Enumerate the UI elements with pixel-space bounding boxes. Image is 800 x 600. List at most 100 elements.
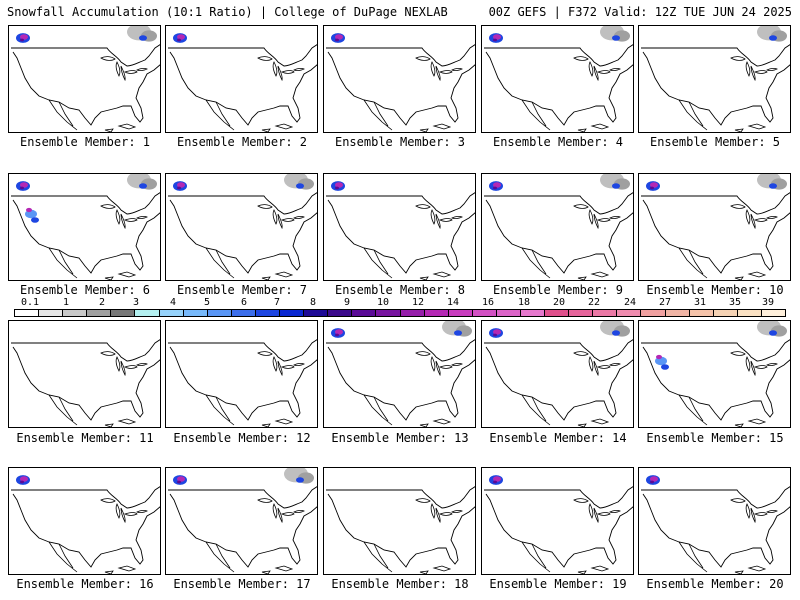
ensemble-map-panel	[165, 467, 318, 575]
us-map	[641, 475, 790, 574]
us-map	[484, 475, 633, 574]
great-lakes	[100, 498, 148, 524]
ensemble-map-panel	[8, 467, 161, 575]
ensemble-map-panel	[165, 173, 318, 281]
colorbar-swatch	[400, 310, 425, 316]
colorbar-swatch	[207, 310, 232, 316]
ensemble-map-panel	[8, 25, 161, 133]
colorbar-swatch	[424, 310, 449, 316]
caribbean-islands	[419, 123, 452, 132]
us-outline	[641, 339, 790, 421]
colorbar-swatch	[255, 310, 281, 316]
caribbean-islands	[104, 123, 137, 132]
colorbar-swatch	[87, 310, 112, 316]
us-outline	[11, 192, 160, 274]
ensemble-member-label: Ensemble Member: 1	[19, 135, 151, 149]
us-outline	[11, 486, 160, 568]
ensemble-map-panel	[165, 320, 318, 428]
caribbean-islands	[104, 565, 137, 574]
mexico-outline	[521, 394, 551, 426]
ensemble-member-label: Ensemble Member: 16	[16, 577, 154, 591]
us-outline	[168, 339, 317, 421]
colorbar-swatch	[593, 310, 618, 316]
us-outline	[641, 192, 790, 274]
caribbean-islands	[419, 565, 452, 574]
ensemble-member-label: Ensemble Member: 17	[173, 577, 311, 591]
colorbar-swatch	[280, 310, 305, 316]
colorbar-swatch	[352, 310, 377, 316]
colorbar-tick-label: 20	[552, 297, 566, 308]
us-outline	[641, 486, 790, 568]
caribbean-islands	[261, 418, 294, 427]
snow-shading	[173, 33, 187, 43]
title-left: Snowfall Accumulation (10:1 Ratio) | Col…	[7, 5, 448, 19]
ensemble-member-label: Ensemble Member: 3	[334, 135, 466, 149]
title-right: 00Z GEFS | F372 Valid: 12Z TUE JUN 24 20…	[488, 5, 792, 19]
mexico-outline	[678, 394, 708, 426]
us-map	[484, 321, 633, 427]
caribbean-islands	[261, 271, 294, 280]
snow-shading	[646, 475, 660, 485]
great-lakes	[415, 498, 463, 524]
snow-shading	[757, 26, 787, 42]
mexico-outline	[678, 247, 708, 279]
colorbar-swatch	[472, 310, 497, 316]
great-lakes	[100, 351, 148, 377]
colorbar-tick-label: 31	[693, 297, 707, 308]
us-map	[326, 181, 475, 280]
colorbar-tick-label: 14	[446, 297, 460, 308]
colorbar-tick-label: 8	[309, 297, 317, 308]
us-outline	[11, 44, 160, 126]
great-lakes	[257, 56, 305, 82]
ensemble-member-label: Ensemble Member: 13	[331, 431, 469, 445]
mexico-outline	[521, 247, 551, 279]
snowfall-colorbar	[14, 309, 786, 317]
caribbean-islands	[577, 418, 610, 427]
ensemble-member-label: Ensemble Member: 19	[489, 577, 627, 591]
caribbean-islands	[577, 565, 610, 574]
ensemble-member-label: Ensemble Member: 12	[173, 431, 311, 445]
great-lakes	[100, 204, 148, 230]
colorbar-swatch	[15, 310, 40, 316]
mexico-outline	[363, 99, 393, 131]
mexico-outline	[205, 394, 235, 426]
us-outline	[168, 486, 317, 568]
snow-shading	[16, 26, 157, 43]
colorbar-tick-label: 27	[658, 297, 672, 308]
colorbar-tick-label: 39	[761, 297, 775, 308]
caribbean-islands	[104, 418, 137, 427]
great-lakes	[573, 498, 621, 524]
mexico-outline	[48, 99, 78, 131]
colorbar-tick-label: 4	[169, 297, 177, 308]
us-map	[326, 321, 475, 427]
us-map	[484, 26, 633, 132]
us-map	[641, 321, 790, 427]
ensemble-member-label: Ensemble Member: 15	[646, 431, 784, 445]
colorbar-tick-label: 24	[623, 297, 637, 308]
mexico-outline	[205, 247, 235, 279]
colorbar-swatch	[713, 310, 738, 316]
colorbar-swatch	[135, 310, 160, 316]
ensemble-member-label: Ensemble Member: 5	[649, 135, 781, 149]
snow-shading	[489, 475, 503, 485]
snow-shading	[489, 174, 630, 191]
ensemble-map-panel	[638, 320, 791, 428]
ensemble-map-panel	[323, 320, 476, 428]
mexico-outline	[48, 247, 78, 279]
colorbar-tick-label: 10	[376, 297, 390, 308]
colorbar-tick-label: 16	[481, 297, 495, 308]
mexico-outline	[363, 247, 393, 279]
colorbar-swatch	[545, 310, 570, 316]
us-map	[168, 339, 317, 427]
great-lakes	[415, 351, 463, 377]
ensemble-map-panel	[165, 25, 318, 133]
us-map	[168, 33, 317, 132]
us-outline	[484, 192, 633, 274]
colorbar-swatch	[496, 310, 521, 316]
us-outline	[641, 44, 790, 126]
colorbar-swatch	[761, 310, 785, 316]
ensemble-member-label: Ensemble Member: 11	[16, 431, 154, 445]
mexico-outline	[48, 394, 78, 426]
us-map	[168, 468, 317, 574]
mexico-outline	[205, 99, 235, 131]
